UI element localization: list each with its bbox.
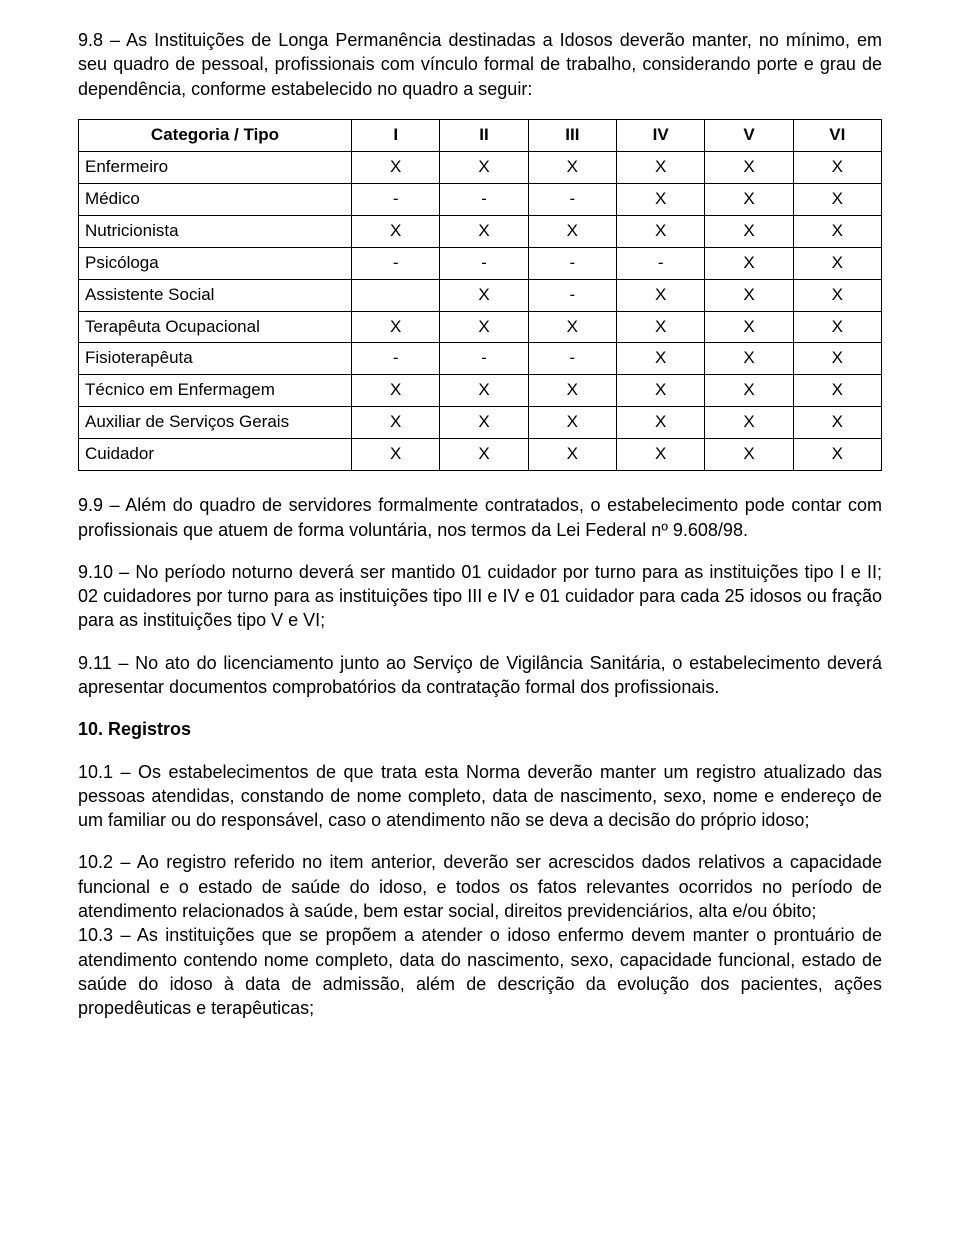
cell-value: X	[440, 407, 528, 439]
cell-value: -	[440, 247, 528, 279]
cell-value: X	[793, 439, 881, 471]
cell-value: X	[617, 279, 705, 311]
cell-value: X	[705, 247, 793, 279]
cell-value: -	[528, 183, 616, 215]
table-header-row: Categoria / Tipo I II III IV V VI	[79, 119, 882, 151]
cell-value: X	[617, 215, 705, 247]
cell-value: X	[528, 151, 616, 183]
cell-value: X	[352, 311, 440, 343]
cell-category: Enfermeiro	[79, 151, 352, 183]
paragraph-10-3: 10.3 – As instituições que se propõem a …	[78, 923, 882, 1020]
table-row: Técnico em EnfermagemXXXXXX	[79, 375, 882, 407]
th-vi: VI	[793, 119, 881, 151]
cell-value: -	[528, 279, 616, 311]
th-v: V	[705, 119, 793, 151]
cell-value: X	[440, 279, 528, 311]
cell-category: Assistente Social	[79, 279, 352, 311]
table-row: Médico---XXX	[79, 183, 882, 215]
cell-value: X	[793, 279, 881, 311]
th-i: I	[352, 119, 440, 151]
paragraph-9-10: 9.10 – No período noturno deverá ser man…	[78, 560, 882, 633]
cell-value: X	[528, 407, 616, 439]
paragraph-10-1: 10.1 – Os estabelecimentos de que trata …	[78, 760, 882, 833]
cell-value: -	[617, 247, 705, 279]
cell-value: X	[440, 439, 528, 471]
cell-value: X	[352, 215, 440, 247]
table-row: CuidadorXXXXXX	[79, 439, 882, 471]
cell-value: X	[793, 311, 881, 343]
staff-requirements-table: Categoria / Tipo I II III IV V VI Enferm…	[78, 119, 882, 471]
th-iv: IV	[617, 119, 705, 151]
cell-value: X	[793, 183, 881, 215]
cell-value: X	[705, 439, 793, 471]
cell-value: -	[352, 247, 440, 279]
table-row: NutricionistaXXXXXX	[79, 215, 882, 247]
cell-category: Terapêuta Ocupacional	[79, 311, 352, 343]
cell-value: X	[705, 375, 793, 407]
paragraph-10-2: 10.2 – Ao registro referido no item ante…	[78, 850, 882, 923]
cell-value: X	[440, 215, 528, 247]
table-row: EnfermeiroXXXXXX	[79, 151, 882, 183]
table-body: EnfermeiroXXXXXXMédico---XXXNutricionist…	[79, 151, 882, 470]
paragraph-9-9: 9.9 – Além do quadro de servidores forma…	[78, 493, 882, 542]
cell-value: X	[793, 343, 881, 375]
table-row: Assistente SocialX-XXX	[79, 279, 882, 311]
document-page: 9.8 – As Instituições de Longa Permanênc…	[0, 0, 960, 1079]
section-10-title: 10. Registros	[78, 717, 882, 741]
cell-value: X	[705, 311, 793, 343]
cell-value: -	[440, 343, 528, 375]
cell-category: Auxiliar de Serviços Gerais	[79, 407, 352, 439]
cell-value: X	[528, 439, 616, 471]
cell-value: X	[793, 247, 881, 279]
cell-value: X	[617, 311, 705, 343]
cell-value: X	[617, 439, 705, 471]
th-ii: II	[440, 119, 528, 151]
cell-category: Psicóloga	[79, 247, 352, 279]
cell-category: Médico	[79, 183, 352, 215]
cell-value: X	[617, 151, 705, 183]
cell-value: X	[617, 375, 705, 407]
cell-value: X	[440, 151, 528, 183]
table-row: Psicóloga----XX	[79, 247, 882, 279]
cell-value	[352, 279, 440, 311]
cell-value: X	[528, 375, 616, 407]
cell-value: -	[352, 183, 440, 215]
cell-value: X	[705, 183, 793, 215]
cell-value: X	[793, 407, 881, 439]
cell-value: X	[793, 375, 881, 407]
cell-value: X	[705, 343, 793, 375]
cell-value: X	[793, 215, 881, 247]
cell-value: X	[528, 215, 616, 247]
table-row: Auxiliar de Serviços GeraisXXXXXX	[79, 407, 882, 439]
table-row: Terapêuta OcupacionalXXXXXX	[79, 311, 882, 343]
cell-value: -	[440, 183, 528, 215]
cell-value: X	[705, 151, 793, 183]
cell-value: -	[352, 343, 440, 375]
paragraph-9-11: 9.11 – No ato do licenciamento junto ao …	[78, 651, 882, 700]
cell-value: X	[352, 407, 440, 439]
cell-value: -	[528, 247, 616, 279]
cell-value: X	[440, 375, 528, 407]
cell-value: X	[617, 407, 705, 439]
cell-value: X	[617, 343, 705, 375]
cell-value: X	[440, 311, 528, 343]
cell-value: X	[617, 183, 705, 215]
cell-category: Nutricionista	[79, 215, 352, 247]
cell-value: -	[528, 343, 616, 375]
th-category: Categoria / Tipo	[79, 119, 352, 151]
cell-value: X	[528, 311, 616, 343]
cell-category: Fisioterapêuta	[79, 343, 352, 375]
cell-category: Técnico em Enfermagem	[79, 375, 352, 407]
cell-value: X	[352, 439, 440, 471]
paragraph-9-8: 9.8 – As Instituições de Longa Permanênc…	[78, 28, 882, 101]
cell-value: X	[705, 407, 793, 439]
cell-value: X	[705, 279, 793, 311]
cell-value: X	[793, 151, 881, 183]
table-row: Fisioterapêuta---XXX	[79, 343, 882, 375]
cell-value: X	[352, 151, 440, 183]
cell-value: X	[352, 375, 440, 407]
th-iii: III	[528, 119, 616, 151]
cell-value: X	[705, 215, 793, 247]
cell-category: Cuidador	[79, 439, 352, 471]
